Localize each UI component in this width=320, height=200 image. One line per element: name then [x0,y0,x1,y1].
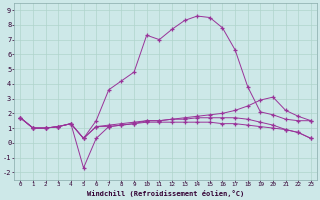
X-axis label: Windchill (Refroidissement éolien,°C): Windchill (Refroidissement éolien,°C) [87,190,244,197]
